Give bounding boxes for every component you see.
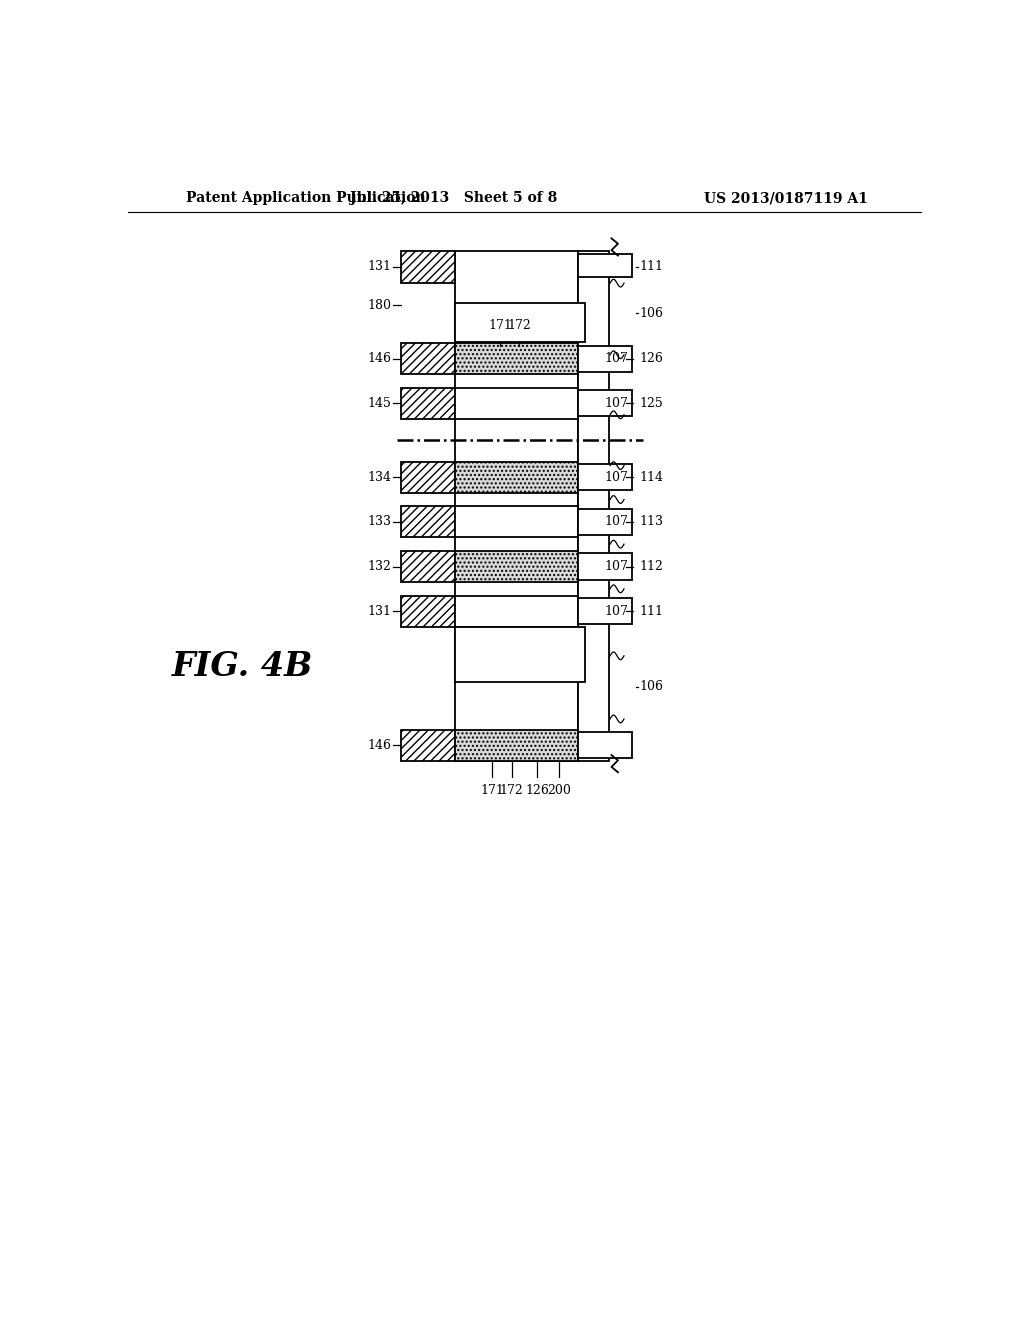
Text: 107: 107 [604,515,628,528]
Bar [578,508,632,535]
Bar [578,251,608,760]
Text: 146: 146 [368,352,391,366]
Bar [578,465,632,490]
Bar [400,343,455,374]
Text: 107: 107 [604,352,628,366]
Bar [400,552,455,582]
Text: 131: 131 [368,605,391,618]
Bar [455,462,578,492]
Text: 172: 172 [500,784,523,797]
Text: 112: 112 [640,560,664,573]
Bar [455,343,578,374]
Text: 107: 107 [604,560,628,573]
Bar [400,462,455,492]
Text: 146: 146 [368,739,391,751]
Text: 200: 200 [547,784,570,797]
Text: 107: 107 [604,605,628,618]
Text: 126: 126 [525,784,549,797]
Bar [400,730,455,760]
Text: US 2013/0187119 A1: US 2013/0187119 A1 [705,191,868,206]
Text: 107: 107 [604,471,628,483]
Text: Jul. 25, 2013   Sheet 5 of 8: Jul. 25, 2013 Sheet 5 of 8 [350,191,557,206]
Text: 132: 132 [368,560,391,573]
Text: FIG. 4B: FIG. 4B [172,651,313,684]
Text: 133: 133 [368,515,391,528]
Bar [400,251,455,284]
Text: 114: 114 [640,471,664,483]
Text: 107: 107 [604,397,628,409]
Text: 171: 171 [488,319,512,333]
Bar [455,595,578,627]
Text: 106: 106 [640,306,664,319]
Bar [578,553,632,579]
Bar [578,391,632,416]
Bar [455,730,578,760]
Bar [455,627,586,682]
Bar [578,346,632,372]
Text: 125: 125 [640,397,664,409]
Text: 111: 111 [640,260,664,273]
Text: 180: 180 [368,298,391,312]
Text: 113: 113 [640,515,664,528]
Bar [400,507,455,537]
Text: 171: 171 [480,784,504,797]
Text: 106: 106 [640,680,664,693]
Bar [400,595,455,627]
Text: 111: 111 [640,605,664,618]
Bar [578,598,632,624]
Bar [455,304,586,342]
Text: 172: 172 [508,319,531,333]
Bar [455,507,578,537]
Text: 126: 126 [640,352,664,366]
Bar [578,253,632,277]
Bar [455,552,578,582]
Text: Patent Application Publication: Patent Application Publication [186,191,426,206]
Bar [455,251,578,760]
Text: 131: 131 [368,260,391,273]
Text: 134: 134 [368,471,391,483]
Text: 145: 145 [368,397,391,409]
Bar [455,388,578,418]
Bar [400,388,455,418]
Bar [578,733,632,758]
